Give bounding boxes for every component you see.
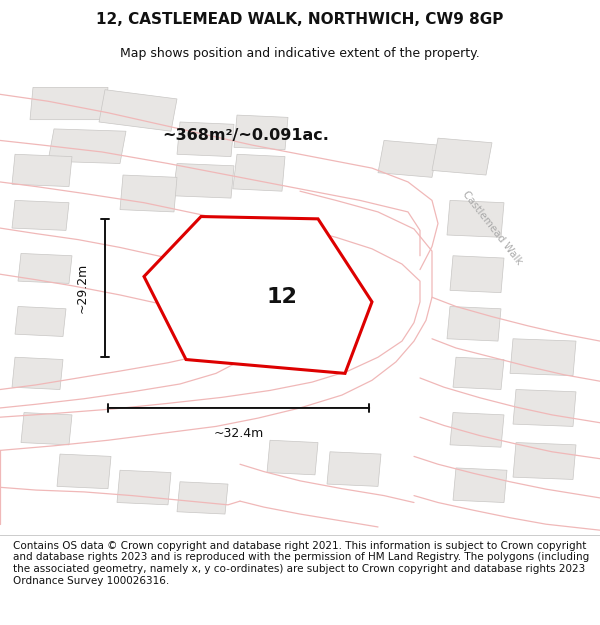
Polygon shape (30, 88, 108, 119)
Text: ~29.2m: ~29.2m (76, 263, 89, 313)
Polygon shape (453, 468, 507, 502)
Polygon shape (12, 154, 72, 186)
Text: ~32.4m: ~32.4m (214, 427, 263, 440)
Polygon shape (48, 129, 126, 164)
Polygon shape (99, 90, 177, 131)
Polygon shape (432, 138, 492, 175)
Polygon shape (57, 454, 111, 489)
Text: 12: 12 (266, 288, 298, 308)
Polygon shape (21, 412, 72, 445)
Polygon shape (117, 470, 171, 505)
Polygon shape (450, 412, 504, 447)
Text: 12, CASTLEMEAD WALK, NORTHWICH, CW9 8GP: 12, CASTLEMEAD WALK, NORTHWICH, CW9 8GP (97, 12, 503, 28)
Polygon shape (233, 154, 285, 191)
Polygon shape (267, 440, 318, 475)
Polygon shape (173, 164, 234, 198)
Polygon shape (12, 357, 63, 389)
Polygon shape (15, 306, 66, 336)
Text: ~368m²/~0.091ac.: ~368m²/~0.091ac. (162, 128, 329, 143)
Polygon shape (327, 452, 381, 486)
Polygon shape (378, 141, 438, 177)
Polygon shape (120, 175, 177, 212)
Polygon shape (513, 389, 576, 426)
Polygon shape (450, 256, 504, 292)
Text: Contains OS data © Crown copyright and database right 2021. This information is : Contains OS data © Crown copyright and d… (13, 541, 589, 586)
Polygon shape (234, 115, 288, 149)
Polygon shape (513, 442, 576, 479)
Polygon shape (453, 357, 504, 389)
Text: Castlemead Walk: Castlemead Walk (460, 189, 524, 267)
Polygon shape (177, 482, 228, 514)
Text: Map shows position and indicative extent of the property.: Map shows position and indicative extent… (120, 47, 480, 60)
Polygon shape (510, 339, 576, 376)
Polygon shape (144, 216, 372, 373)
Polygon shape (177, 122, 234, 157)
Polygon shape (447, 201, 504, 238)
Polygon shape (12, 201, 69, 231)
Polygon shape (18, 254, 72, 283)
Polygon shape (447, 306, 501, 341)
